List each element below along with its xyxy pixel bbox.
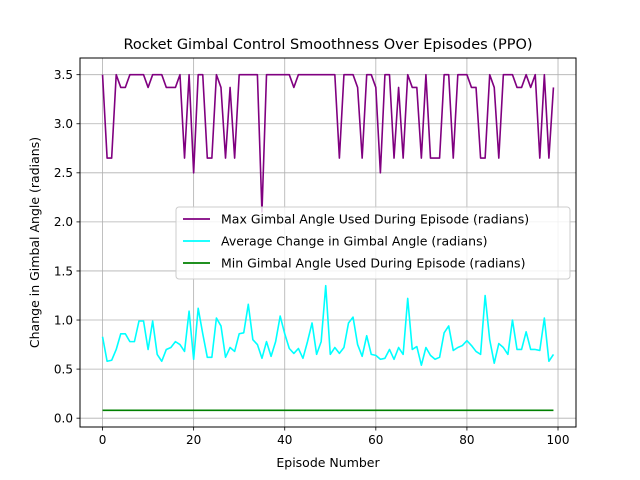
x-axis-ticks: 0 20 40 60 80 100 — [99, 427, 570, 447]
y-tick-label: 0.5 — [54, 362, 73, 376]
x-tick-label: 20 — [186, 433, 201, 447]
legend-box — [175, 206, 571, 280]
legend-label-2: Average Change in Gimbal Angle (radians) — [221, 234, 487, 249]
y-tick-label: 2.5 — [54, 166, 73, 180]
y-tick-label: 3.0 — [54, 117, 73, 131]
x-tick-label: 0 — [99, 433, 107, 447]
chart-title: Rocket Gimbal Control Smoothness Over Ep… — [123, 37, 532, 53]
x-tick-label: 40 — [277, 433, 292, 447]
legend-label-1: Max Gimbal Angle Used During Episode (ra… — [221, 212, 529, 227]
x-tick-label: 80 — [459, 433, 474, 447]
y-tick-label: 1.0 — [54, 313, 73, 327]
y-axis-label: Change in Gimbal Angle (radians) — [27, 137, 42, 348]
legend-label-3: Min Gimbal Angle Used During Episode (ra… — [221, 256, 525, 271]
y-tick-label: 1.5 — [54, 264, 73, 278]
legend: Max Gimbal Angle Used During Episode (ra… — [175, 206, 571, 280]
series-line-1 — [101, 73, 555, 213]
x-axis-label: Episode Number — [276, 455, 380, 470]
y-tick-label: 0.0 — [54, 411, 73, 425]
series-line-2 — [101, 284, 555, 366]
y-tick-label: 2.0 — [54, 215, 73, 229]
x-tick-label: 100 — [547, 433, 570, 447]
x-tick-label: 60 — [368, 433, 383, 447]
series-lines — [101, 73, 555, 412]
plot-frame — [79, 57, 577, 428]
y-axis-ticks: 0.0 0.5 1.0 1.5 2.0 2.5 3.0 3.5 — [54, 68, 80, 425]
y-tick-label: 3.5 — [54, 68, 73, 82]
